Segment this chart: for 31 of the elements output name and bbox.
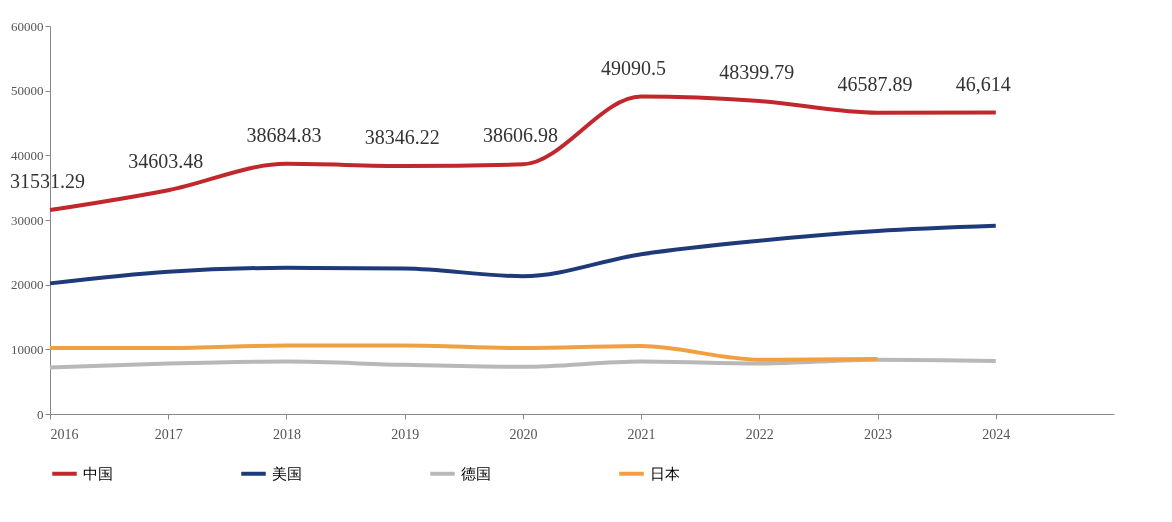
legend-label: 德国 bbox=[461, 465, 491, 482]
x-tick-label: 2022 bbox=[745, 426, 774, 442]
data-label: 46587.89 bbox=[837, 72, 913, 95]
y-tick-label: 0 bbox=[37, 406, 44, 422]
x-tick-label: 2018 bbox=[272, 426, 301, 442]
y-tick-label: 60000 bbox=[11, 18, 44, 34]
x-tick-label: 2020 bbox=[509, 426, 538, 442]
data-label: 34603.48 bbox=[128, 150, 204, 173]
x-tick-label: 2016 bbox=[50, 426, 79, 442]
data-label: 46,614 bbox=[955, 72, 1011, 95]
data-label: 38684.83 bbox=[246, 123, 322, 146]
y-tick-label: 40000 bbox=[11, 147, 44, 163]
x-tick-label: 2023 bbox=[864, 426, 893, 442]
line-series bbox=[48, 357, 998, 370]
x-tick-label: 2019 bbox=[391, 426, 420, 442]
data-label: 38346.22 bbox=[364, 126, 440, 149]
line-series bbox=[48, 343, 880, 362]
legend-label: 日本 bbox=[650, 465, 680, 482]
x-tick-label: 2021 bbox=[627, 426, 656, 442]
y-tick-label: 10000 bbox=[11, 341, 44, 357]
data-label: 38606.98 bbox=[482, 124, 558, 147]
y-tick-label: 20000 bbox=[11, 277, 44, 293]
y-tick-label: 50000 bbox=[11, 83, 44, 99]
legend-label: 美国 bbox=[272, 465, 302, 482]
x-tick-label: 2024 bbox=[982, 426, 1011, 442]
y-tick-label: 30000 bbox=[11, 212, 44, 228]
x-tick-label: 2017 bbox=[154, 426, 183, 442]
data-label: 48399.79 bbox=[719, 61, 795, 84]
line-series bbox=[48, 223, 998, 286]
data-label: 49090.5 bbox=[601, 56, 667, 79]
legend-label: 中国 bbox=[83, 465, 113, 482]
